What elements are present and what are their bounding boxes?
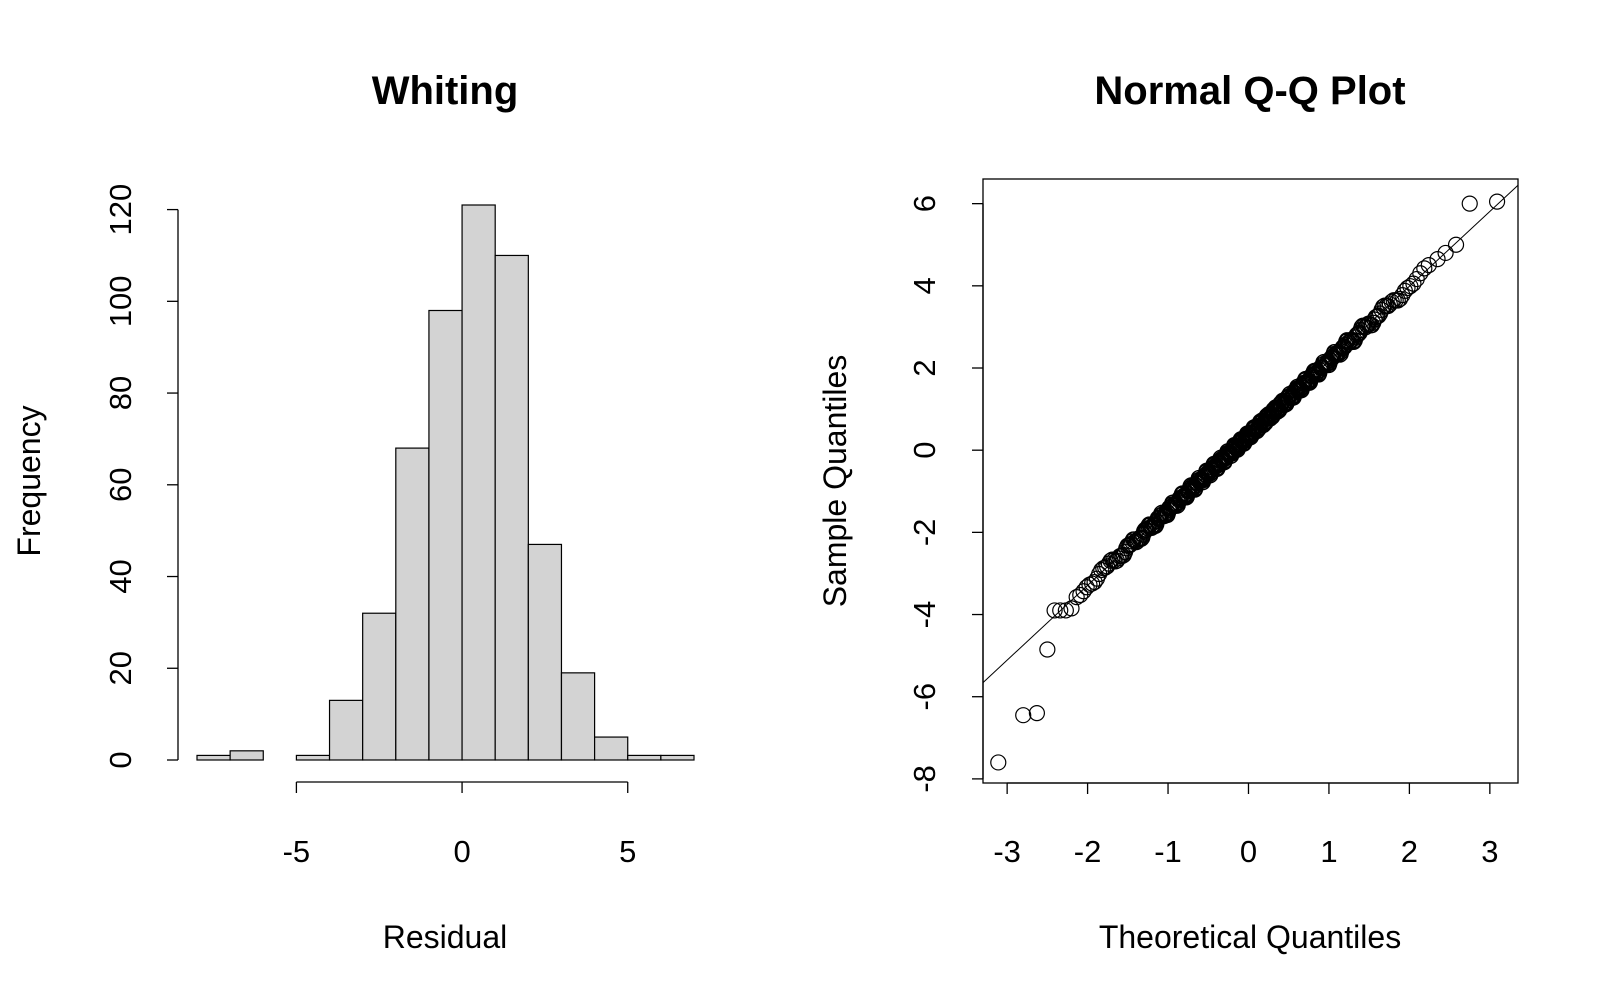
qq-point bbox=[1437, 244, 1454, 262]
histogram-bar bbox=[428, 309, 463, 761]
qq-point bbox=[1391, 290, 1409, 307]
qq-point bbox=[1028, 705, 1046, 722]
histogram-bar bbox=[196, 754, 231, 761]
histogram-y-axis: 0 20 40 60 80 100 120 bbox=[103, 184, 179, 769]
qq-x-tick-label: -1 bbox=[1154, 834, 1182, 869]
histogram-x-tick-label: 0 bbox=[453, 834, 470, 869]
qq-y-tick-label: -4 bbox=[907, 601, 942, 629]
qq-x-tick-label: 1 bbox=[1320, 834, 1337, 869]
histogram-panel: Whiting Residual Frequency -5 0 5 0 20 40 60 8… bbox=[11, 69, 695, 955]
histogram-y-tick-label: 80 bbox=[103, 376, 138, 410]
histogram-bar bbox=[328, 699, 364, 761]
histogram-x-tick-label: -5 bbox=[283, 834, 311, 869]
qq-x-tick-label: 0 bbox=[1240, 834, 1257, 869]
histogram-bar bbox=[295, 754, 331, 761]
qq-plot-panel: Normal Q-Q Plot Theoretical Quantiles Sa… bbox=[817, 69, 1519, 955]
histogram-bar bbox=[560, 672, 596, 761]
histogram-y-tick-label: 0 bbox=[103, 751, 138, 768]
qq-point bbox=[1110, 550, 1127, 567]
histogram-x-axis-label: Residual bbox=[383, 919, 508, 955]
qq-plot-title: Normal Q-Q Plot bbox=[1094, 69, 1405, 113]
qq-point bbox=[1039, 641, 1056, 658]
qq-point bbox=[1488, 193, 1506, 210]
histogram-x-tick-label: 5 bbox=[619, 834, 636, 869]
qq-plot-y-axis-label: Sample Quantiles bbox=[817, 355, 853, 608]
qq-x-tick-label: 2 bbox=[1401, 834, 1418, 869]
qq-point bbox=[1420, 257, 1437, 274]
histogram-bar bbox=[229, 750, 264, 761]
qq-plot-frame bbox=[982, 178, 1519, 784]
qq-point bbox=[1100, 555, 1117, 572]
histogram-bar bbox=[494, 254, 529, 761]
qq-plot-y-axis: -8 -6 -4 -2 0 2 4 6 bbox=[907, 195, 984, 793]
histogram-bar bbox=[395, 447, 430, 761]
qq-x-tick-label: 3 bbox=[1481, 834, 1498, 869]
qq-point bbox=[1399, 279, 1416, 297]
histogram-y-tick-label: 60 bbox=[103, 468, 138, 502]
qq-point bbox=[1447, 236, 1465, 253]
qq-point bbox=[1052, 602, 1069, 619]
qq-point bbox=[1381, 296, 1398, 313]
qq-x-tick-label: -3 bbox=[993, 834, 1021, 869]
qq-y-tick-label: -2 bbox=[907, 519, 942, 547]
histogram-y-tick-label: 20 bbox=[103, 651, 138, 685]
histogram-bar bbox=[627, 754, 662, 761]
qq-y-tick-label: -8 bbox=[907, 765, 942, 793]
histogram-bar bbox=[660, 754, 695, 761]
qq-y-tick-label: 0 bbox=[907, 442, 942, 459]
qq-point bbox=[1416, 260, 1433, 277]
histogram-bar bbox=[527, 543, 563, 761]
histogram-title: Whiting bbox=[372, 69, 519, 113]
histogram-y-tick-label: 100 bbox=[103, 275, 138, 327]
qq-plot-x-axis-label: Theoretical Quantiles bbox=[1099, 919, 1401, 955]
histogram-bars bbox=[196, 204, 695, 761]
qq-y-tick-label: 6 bbox=[907, 195, 942, 212]
histogram-bar bbox=[461, 204, 496, 761]
histogram-bar bbox=[593, 736, 629, 761]
qq-point bbox=[1046, 602, 1063, 619]
qq-point bbox=[1063, 600, 1080, 617]
histogram-x-axis: -5 0 5 bbox=[283, 781, 636, 869]
qq-point bbox=[1429, 251, 1446, 268]
qq-y-tick-label: -6 bbox=[907, 683, 942, 711]
histogram-y-tick-label: 40 bbox=[103, 559, 138, 593]
qq-point bbox=[1078, 579, 1095, 596]
histogram-bar bbox=[362, 612, 397, 761]
qq-point bbox=[1015, 707, 1032, 724]
qq-y-tick-label: 2 bbox=[907, 359, 942, 376]
qq-point bbox=[1412, 265, 1429, 282]
qq-plot-x-axis: -3 -2 -1 0 1 2 3 bbox=[993, 782, 1498, 869]
qq-point bbox=[990, 754, 1007, 771]
qq-point bbox=[1461, 195, 1478, 212]
histogram-y-axis-label: Frequency bbox=[11, 405, 47, 556]
qq-x-tick-label: -2 bbox=[1074, 834, 1102, 869]
qq-points bbox=[990, 193, 1506, 771]
histogram-y-tick-label: 120 bbox=[103, 184, 138, 236]
qq-y-tick-label: 4 bbox=[907, 277, 942, 294]
